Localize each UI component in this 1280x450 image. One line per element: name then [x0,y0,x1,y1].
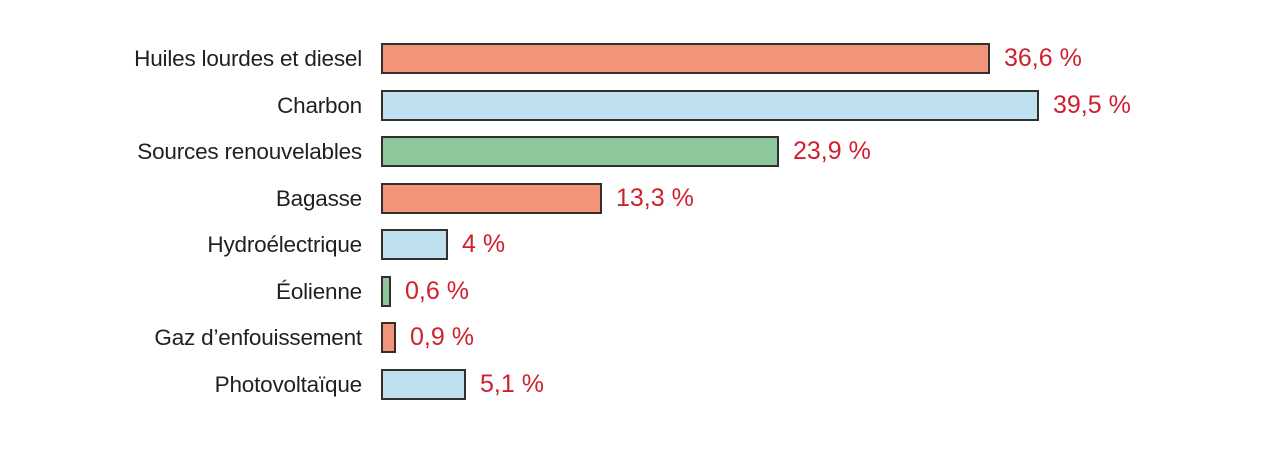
bar [381,182,602,214]
bar-area: 39,5 % [381,89,1131,121]
value-label: 39,5 % [1053,90,1131,119]
value-label: 13,3 % [616,183,694,212]
chart-row: Charbon 39,5 % [0,89,1280,121]
chart-rows: Huiles lourdes et diesel 36,6 % Charbon 39,… [0,43,1280,400]
bar-area: 5,1 % [381,368,544,400]
bar [381,368,466,400]
chart-row: Gaz d’enfouissement 0,9 % [0,322,1280,353]
category-label: Hydroélectrique [207,232,362,257]
chart-row: Huiles lourdes et diesel 36,6 % [0,43,1280,74]
value-label: 0,6 % [405,276,469,305]
value-label: 36,6 % [1004,44,1082,72]
chart-row: Éolienne 0,6 % [0,275,1280,307]
bar [381,136,779,167]
bar [381,229,448,260]
bar-area: 0,6 % [381,275,469,307]
chart-row: Photovoltaïque 5,1 % [0,368,1280,400]
chart-row: Bagasse 13,3 % [0,182,1280,214]
chart-row: Hydroélectrique 4 % [0,229,1280,260]
bar-area: 13,3 % [381,182,694,214]
bar [381,43,990,74]
bar-area: 36,6 % [381,43,1082,74]
bar [381,275,391,307]
chart-row: Sources renouvelables 23,9 % [0,136,1280,167]
bar-area: 0,9 % [381,322,474,353]
bar [381,322,396,353]
bar-area: 4 % [381,229,505,260]
category-label: Bagasse [275,185,362,211]
value-label: 4 % [462,230,506,258]
value-label: 0,9 % [410,323,474,351]
value-label: 5,1 % [480,369,544,398]
category-label: Sources renouvelables [137,139,362,164]
category-label: Charbon [277,92,362,118]
bar [381,89,1039,121]
category-label: Éolienne [276,278,362,304]
category-label: Huiles lourdes et diesel [134,46,362,71]
category-label: Gaz d’enfouissement [154,325,362,350]
category-label: Photovoltaïque [214,371,363,397]
bar-area: 23,9 % [381,136,871,167]
value-label: 23,9 % [793,137,871,165]
